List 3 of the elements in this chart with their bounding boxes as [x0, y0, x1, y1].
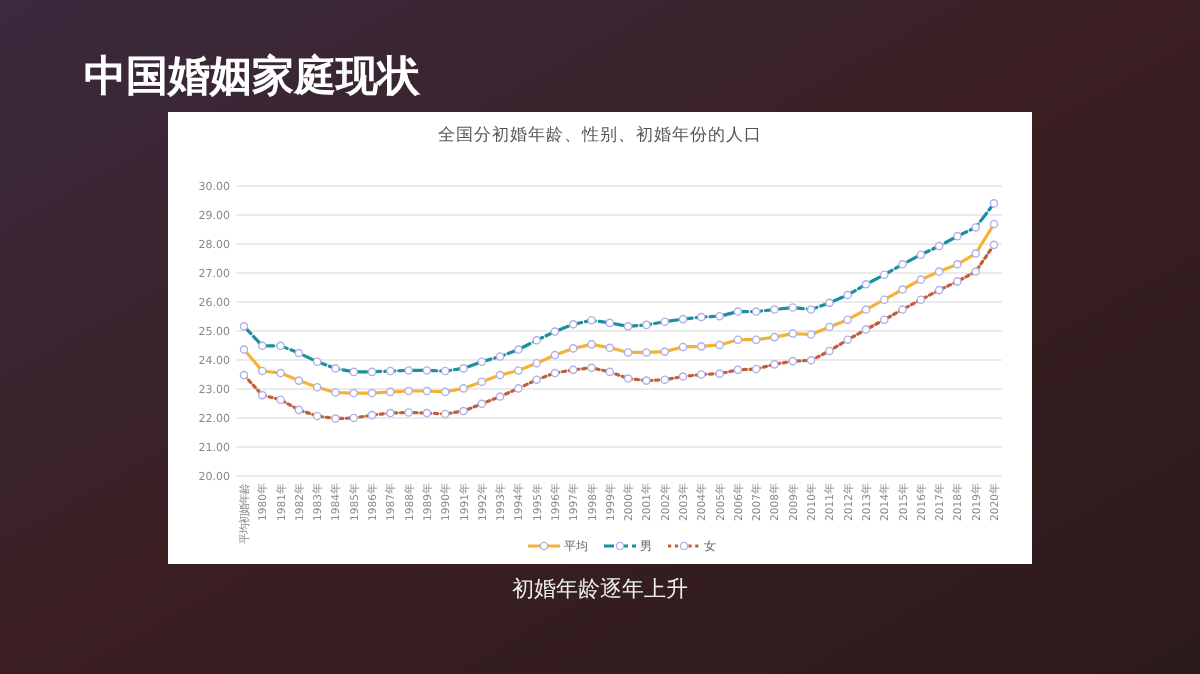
- chart-subtitle: 全国分初婚年龄、性别、初婚年份的人口: [438, 124, 762, 146]
- text: 初婚年龄逐年上升: [512, 576, 688, 602]
- chart-title: 中国婚姻家庭现状: [84, 52, 422, 100]
